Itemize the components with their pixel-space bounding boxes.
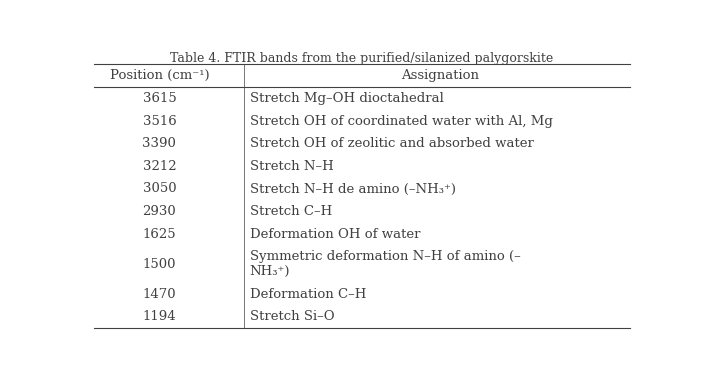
Text: 1194: 1194	[143, 310, 176, 323]
Text: 3516: 3516	[143, 115, 176, 128]
Text: Assignation: Assignation	[401, 69, 479, 82]
Text: 3390: 3390	[143, 137, 176, 150]
Text: Stretch OH of zeolitic and absorbed water: Stretch OH of zeolitic and absorbed wate…	[250, 137, 534, 150]
Text: Stretch OH of coordinated water with Al, Mg: Stretch OH of coordinated water with Al,…	[250, 115, 553, 128]
Text: Symmetric deformation N–H of amino (–: Symmetric deformation N–H of amino (–	[250, 250, 520, 263]
Text: Stretch N–H de amino (–NH₃⁺): Stretch N–H de amino (–NH₃⁺)	[250, 183, 455, 195]
Text: Deformation C–H: Deformation C–H	[250, 288, 366, 300]
Text: 3615: 3615	[143, 92, 176, 105]
Text: Stretch C–H: Stretch C–H	[250, 205, 332, 218]
Text: Table 4. FTIR bands from the purified/silanized palygorskite: Table 4. FTIR bands from the purified/si…	[170, 52, 554, 65]
Text: 1470: 1470	[143, 288, 176, 300]
Text: 1625: 1625	[143, 228, 176, 241]
Text: 2930: 2930	[143, 205, 176, 218]
Text: Stretch Si–O: Stretch Si–O	[250, 310, 334, 323]
Text: 3212: 3212	[143, 160, 176, 173]
Text: Position (cm⁻¹): Position (cm⁻¹)	[109, 69, 209, 82]
Text: 3050: 3050	[143, 183, 176, 195]
Text: NH₃⁺): NH₃⁺)	[250, 265, 290, 278]
Text: Deformation OH of water: Deformation OH of water	[250, 228, 420, 241]
Text: 1500: 1500	[143, 258, 176, 271]
Text: Stretch N–H: Stretch N–H	[250, 160, 333, 173]
Text: Stretch Mg–OH dioctahedral: Stretch Mg–OH dioctahedral	[250, 92, 443, 105]
